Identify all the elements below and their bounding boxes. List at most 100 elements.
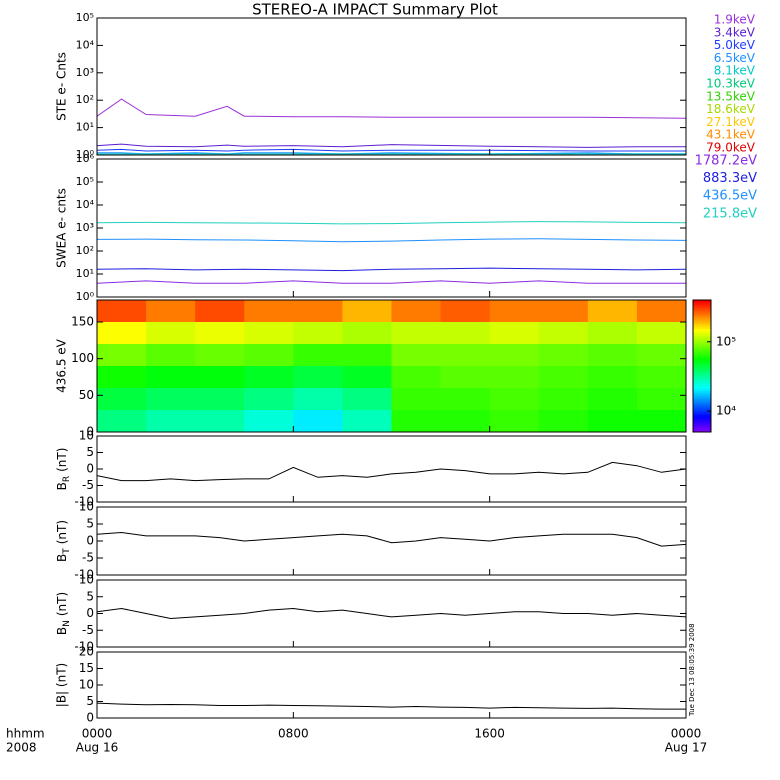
colorbar-step: [693, 405, 711, 409]
y-tick-label: 0: [86, 534, 94, 548]
spectrogram-cell: [636, 410, 686, 432]
spectrogram-cell: [97, 322, 147, 345]
y-tick-label: 10⁵: [76, 11, 94, 24]
spectrogram-cell: [391, 388, 442, 411]
spectrogram-cell: [293, 322, 343, 345]
timestamp: Tue Dec 13 08:05:39 2008: [688, 623, 696, 717]
y-label-main: B: [55, 627, 69, 635]
spectrogram-cell: [195, 322, 245, 345]
colorbar-step: [693, 401, 711, 404]
y-tick-label: 10⁴: [76, 38, 95, 51]
spectrogram-cell: [538, 388, 589, 411]
panel-1: [97, 221, 686, 284]
panel-6: [97, 702, 686, 710]
spectrogram-cell: [146, 344, 196, 367]
colorbar-step: [693, 403, 711, 407]
spectrogram-cell: [342, 410, 392, 432]
spectrogram-cell: [391, 300, 442, 323]
series-line: [97, 143, 686, 148]
spectrogram-cell: [293, 300, 343, 323]
y-tick-label: 10¹: [76, 267, 94, 280]
colorbar-step: [693, 374, 711, 378]
y-tick-label: 20: [79, 645, 94, 659]
y-tick-label: -10: [74, 568, 94, 582]
y-axis-label: BN (nT): [55, 592, 72, 635]
spectrogram-cell: [489, 388, 540, 411]
spectrogram-cell: [489, 344, 540, 367]
colorbar-step: [693, 304, 711, 308]
x-date-label: Aug 16: [76, 741, 119, 755]
colorbar-step: [693, 399, 711, 402]
spectrogram-cell: [440, 410, 491, 432]
spectrogram-cell: [636, 322, 686, 345]
y-tick-label: 100: [71, 351, 94, 365]
colorbar-step: [693, 392, 711, 396]
y-label-main: B: [55, 482, 69, 490]
panel-frame: [96, 17, 687, 156]
y-tick-label: -10: [74, 640, 94, 654]
spectrogram-cell: [538, 366, 589, 389]
spectrogram-cell: [440, 322, 491, 345]
y-tick-label: 10⁰: [76, 148, 95, 161]
y-tick-label: 10: [79, 573, 94, 587]
series-line: [97, 238, 686, 243]
spectrogram-cell: [97, 344, 147, 367]
legend-entry: 6.5keV: [714, 51, 756, 65]
colorbar-step: [693, 348, 711, 352]
y-axis-label: STE e- Cnts: [55, 52, 69, 121]
colorbar-step: [693, 341, 711, 345]
y-axis-label: 436.5 eV: [55, 338, 69, 393]
series-line: [97, 98, 686, 119]
y-label-sub: T: [62, 548, 72, 555]
legend-entry: 13.5keV: [706, 89, 756, 103]
colorbar-step: [693, 359, 711, 363]
colorbar-step: [693, 396, 711, 400]
spectrogram-cell: [146, 300, 196, 323]
spectrogram-cell: [636, 366, 686, 389]
spectrogram-cell: [97, 366, 147, 389]
legend-entry: 215.8eV: [703, 206, 757, 221]
colorbar-step: [693, 339, 711, 343]
colorbar-step: [693, 368, 711, 371]
spectrogram-cell: [391, 410, 442, 432]
spectrogram-cell: [195, 388, 245, 411]
spectrogram-cell: [97, 410, 147, 432]
spectrogram-cell: [440, 388, 491, 411]
y-tick-label: 10⁵: [76, 175, 94, 188]
spectrogram-cell: [342, 388, 392, 411]
spectrogram-cell: [636, 344, 686, 367]
spectrogram-cell: [489, 300, 540, 323]
colorbar-step: [693, 379, 711, 382]
legend-entry: 10.3keV: [706, 77, 756, 91]
y-tick-label: 150: [71, 315, 94, 329]
colorbar-frame: [692, 299, 712, 433]
colorbar-step: [693, 412, 711, 415]
colorbar-tick-label: 10⁵: [716, 334, 736, 348]
colorbar-step: [693, 308, 711, 312]
x-date-label: Aug 17: [665, 741, 708, 755]
spectrogram-cell: [587, 344, 638, 367]
legend-entry: 27.1keV: [706, 115, 756, 129]
y-label-main: B: [55, 554, 69, 562]
spectrogram-cell: [146, 366, 196, 389]
colorbar-step: [693, 344, 711, 347]
colorbar-step: [693, 407, 711, 411]
colorbar-step: [693, 366, 711, 369]
series-line: [97, 267, 686, 272]
spectrogram-cell: [293, 388, 343, 411]
colorbar-step: [693, 372, 711, 376]
spectrogram-cell: [97, 300, 147, 323]
colorbar-step: [693, 330, 711, 334]
y-label-sub: N: [62, 620, 72, 627]
spectrogram-cell: [587, 410, 638, 432]
colorbar-step: [693, 352, 711, 356]
y-tick-label: 10: [79, 500, 94, 514]
colorbar-step: [693, 328, 711, 332]
colorbar-step: [693, 423, 711, 426]
spectrogram-cell: [195, 344, 245, 367]
legend-entry: 79.0keV: [706, 141, 756, 155]
colorbar-step: [693, 388, 711, 391]
series-line: [97, 461, 686, 482]
y-tick-label: 10²: [76, 93, 94, 106]
series-line: [97, 607, 686, 620]
